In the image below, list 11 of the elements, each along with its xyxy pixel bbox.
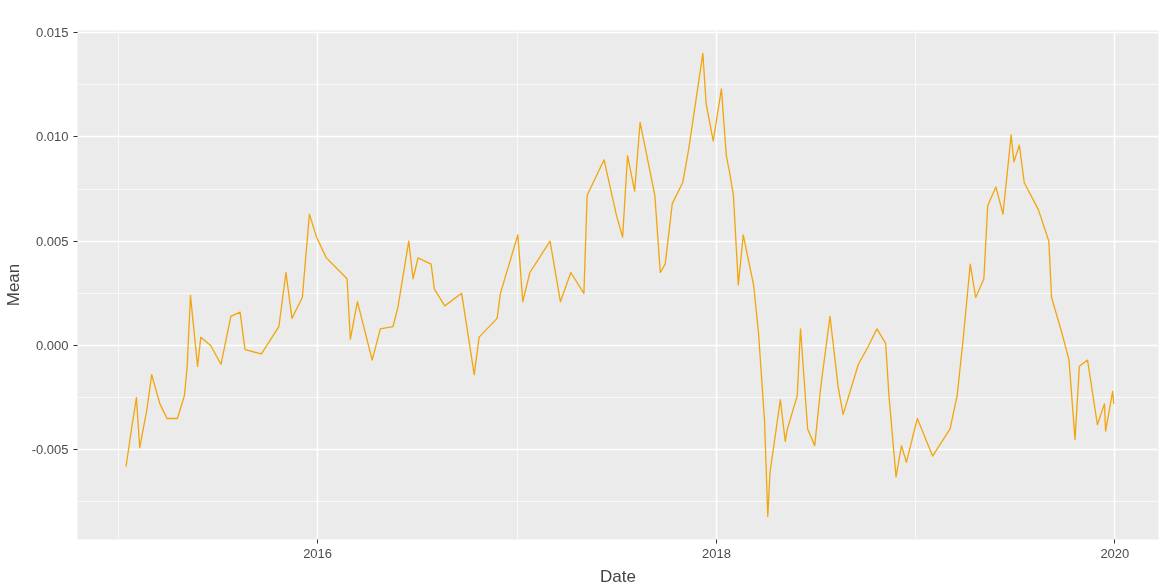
x-axis-title: Date [600,566,636,586]
x-tick-label: 2020 [1100,545,1130,561]
y-tick-label: 0.010 [35,129,69,145]
y-tick-label: 0.005 [35,233,69,249]
line-series [125,52,1115,518]
y-axis-title: Mean [3,263,23,307]
x-tick-label: 2016 [303,545,333,561]
y-tick-label: -0.005 [31,442,69,458]
x-tick-label: 2018 [702,545,731,561]
y-tick-label: 0.000 [35,338,69,353]
y-tick-label: 0.015 [35,25,69,41]
